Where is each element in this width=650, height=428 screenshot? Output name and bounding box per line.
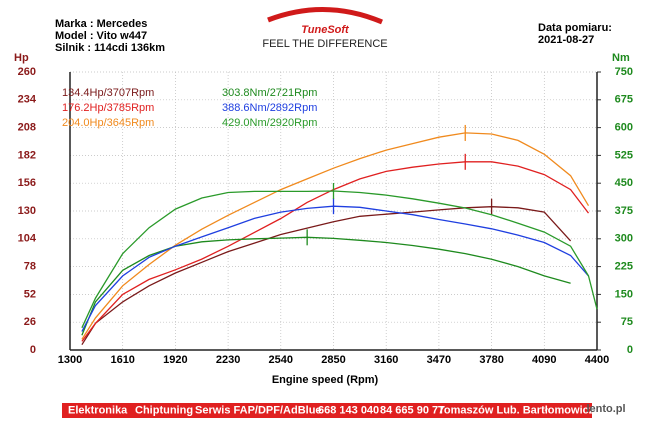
series-line [81, 236, 571, 336]
y2-axis-title: Nm [612, 52, 630, 64]
y2-tick-label: 300 [615, 233, 633, 245]
x-tick-label: 3160 [374, 354, 398, 366]
x-tick-label: 4400 [585, 354, 609, 366]
y-axis-title: Hp [14, 52, 29, 64]
x-tick-label: 1300 [58, 354, 82, 366]
y2-tick-label: 600 [615, 122, 633, 134]
y-tick-label: 78 [24, 261, 36, 273]
y2-tick-label: 675 [615, 94, 633, 106]
y-tick-label: 234 [18, 94, 37, 106]
footer: Elektronika Chiptuning Serwis FAP/DPF/AdBl… [68, 404, 595, 416]
footer-text: Elektronika [68, 404, 128, 416]
legend-entry: 204.0Hp/3645Rpm [62, 117, 154, 129]
y-tick-label: 182 [18, 149, 36, 161]
y-tick-label: 130 [18, 205, 36, 217]
legend-entry: 176.2Hp/3785Rpm [62, 102, 154, 114]
x-tick-label: 1920 [163, 354, 187, 366]
footer-band [62, 403, 592, 418]
footer-text: Serwis FAP/DPF/AdBlue [195, 404, 322, 416]
series-line [81, 206, 572, 346]
watermark: lento.pl [586, 403, 625, 415]
header-line: Marka : Mercedes [55, 18, 147, 30]
y2-tick-label: 0 [627, 344, 633, 356]
footer-text: 668 143 040 [318, 404, 379, 416]
date: 2021-08-27 [538, 34, 594, 46]
logo-tagline: FEEL THE DIFFERENCE [262, 38, 387, 50]
legend-entry: 429.0Nm/2920Rpm [222, 117, 317, 129]
y-tick-label: 156 [18, 177, 36, 189]
series-line [81, 132, 590, 340]
footer-text: 84 665 90 77 [380, 404, 444, 416]
y2-tick-label: 225 [615, 261, 633, 273]
footer-text: Chiptuning [135, 404, 193, 416]
x-axis-title: Engine speed (Rpm) [272, 374, 379, 386]
y2-tick-label: 450 [615, 177, 633, 189]
header-line: Model : Vito w447 [55, 30, 147, 42]
logo-arc [267, 7, 383, 25]
x-tick-label: 4090 [532, 354, 556, 366]
y2-tick-label: 75 [621, 316, 633, 328]
y2-tick-label: 525 [615, 149, 633, 161]
y2-tick-label: 375 [615, 205, 633, 217]
y-tick-label: 208 [18, 122, 36, 134]
y-tick-label: 26 [24, 316, 36, 328]
y2-tick-label: 750 [615, 66, 633, 78]
x-tick-label: 3470 [427, 354, 451, 366]
legend-entry: 134.4Hp/3707Rpm [62, 87, 154, 99]
x-tick-label: 2850 [321, 354, 345, 366]
legend-entry: 303.8Nm/2721Rpm [222, 87, 317, 99]
legend-entry: 388.6Nm/2892Rpm [222, 102, 317, 114]
y-tick-label: 260 [18, 66, 36, 78]
y2-tick-label: 150 [615, 288, 633, 300]
header-line: Silnik : 114cdi 136km [55, 42, 165, 54]
x-tick-label: 3780 [479, 354, 503, 366]
logo: TuneSoft [301, 24, 350, 36]
x-tick-label: 1610 [110, 354, 134, 366]
y-tick-label: 52 [24, 288, 36, 300]
x-tick-label: 2230 [216, 354, 240, 366]
footer-text: Tomaszów Lub. Bartłomowicz [438, 404, 595, 416]
y-tick-label: 0 [30, 344, 36, 356]
x-tick-label: 2540 [269, 354, 293, 366]
series-line [81, 190, 598, 329]
y-tick-label: 104 [18, 233, 37, 245]
date-label: Data pomiaru: [538, 22, 612, 34]
